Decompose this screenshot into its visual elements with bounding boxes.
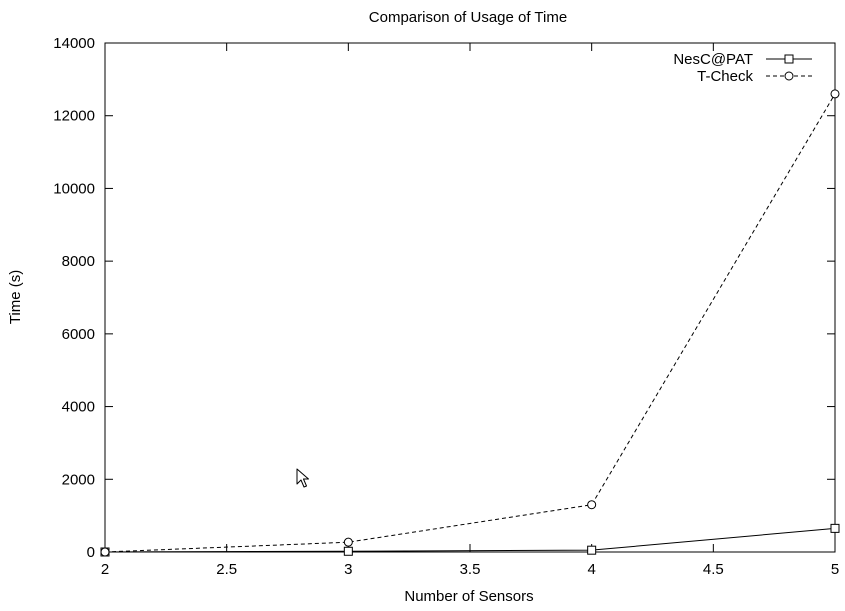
y-tick-label: 10000 [53, 180, 95, 197]
chart-title: Comparison of Usage of Time [369, 9, 567, 26]
series-line-tcheck [104, 93, 836, 553]
y-tick-label: 8000 [62, 253, 95, 270]
plot-area-border [104, 42, 836, 553]
y-tick-label: 6000 [62, 326, 95, 343]
mouse-pointer-icon [296, 468, 309, 488]
series-line-nescpat [104, 527, 836, 553]
x-tick-label: 5 [831, 561, 839, 578]
y-axis-label: Time (s) [7, 270, 24, 324]
y-tick-label: 2000 [62, 471, 95, 488]
data-point-nescpat [830, 523, 840, 533]
legend-marker-square [784, 54, 794, 64]
y-axis: 0 2000 4000 6000 8000 10000 12000 14000 [53, 35, 835, 561]
series-layer [100, 89, 840, 557]
x-tick-label: 3 [344, 561, 352, 578]
data-point-nescpat [587, 545, 597, 555]
y-tick-label: 14000 [53, 35, 95, 52]
y-tick-label: 4000 [62, 399, 95, 416]
y-tick-label: 12000 [53, 108, 95, 125]
x-tick-label: 2.5 [216, 561, 237, 578]
legend-label-tcheck: T-Check [697, 68, 753, 85]
data-point-nescpat [343, 546, 353, 556]
x-axis: 2 2.5 3 3.5 4 4.5 5 [101, 43, 839, 578]
x-tick-label: 4.5 [703, 561, 724, 578]
data-point-tcheck [587, 500, 597, 510]
legend: NesC@PAT T-Check [673, 51, 812, 85]
legend-label-nescpat: NesC@PAT [673, 51, 753, 68]
data-point-tcheck [830, 89, 840, 99]
legend-marker-circle [784, 71, 794, 81]
data-point-tcheck [100, 547, 110, 557]
data-point-tcheck [343, 537, 353, 547]
y-tick-label: 0 [87, 544, 95, 561]
x-tick-label: 2 [101, 561, 109, 578]
x-tick-label: 3.5 [460, 561, 481, 578]
x-tick-label: 4 [587, 561, 595, 578]
x-axis-label: Number of Sensors [404, 588, 533, 605]
